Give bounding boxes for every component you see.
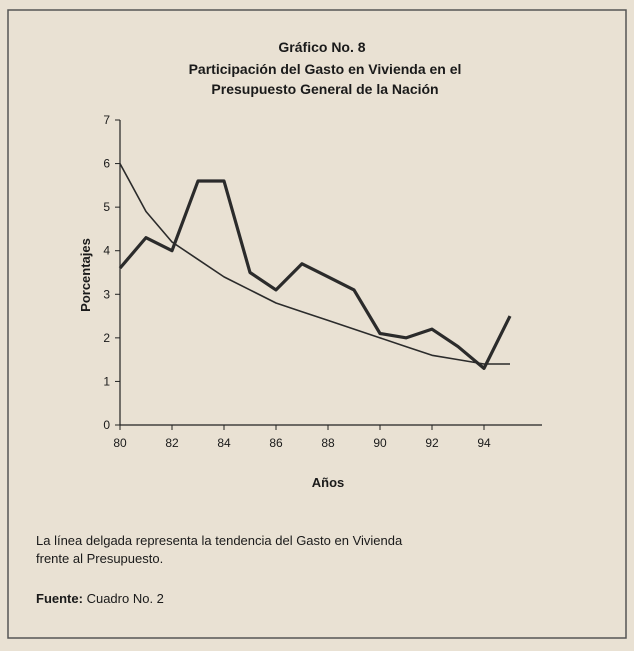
x-tick-label: 92 [425,436,439,450]
chart-subtitle: Participación del Gasto en Vivienda en e… [189,61,462,77]
x-tick-label: 94 [477,436,491,450]
y-tick-label: 5 [103,200,110,214]
y-tick-label: 0 [103,418,110,432]
frame [7,9,627,639]
y-tick-label: 4 [103,244,110,258]
y-tick-label: 3 [103,287,110,301]
note: frente al Presupuesto. [36,551,163,566]
y-tick-label: 1 [103,374,110,388]
source-text: Cuadro No. 2 [87,591,164,606]
series-line [118,179,512,370]
y-tick-label: 2 [103,331,110,345]
source: Fuente: Cuadro No. 2 [36,591,164,606]
source-label: Fuente: [36,591,83,606]
chart-title: Gráfico No. 8 [278,39,365,55]
chart-subtitle: Presupuesto General de la Nación [211,81,438,97]
x-tick-label: 90 [373,436,387,450]
x-tick-label: 80 [113,436,127,450]
x-tick-label: 82 [165,436,179,450]
series-line [119,163,510,365]
x-tick-label: 86 [269,436,283,450]
x-tick-label: 84 [217,436,231,450]
y-axis-label: Porcentajes [78,238,93,312]
y-tick-label: 6 [103,157,110,171]
x-tick-label: 88 [321,436,335,450]
x-axis-label: Años [312,475,345,490]
y-tick-label: 7 [103,113,110,127]
note: La línea delgada representa la tendencia… [36,533,403,548]
